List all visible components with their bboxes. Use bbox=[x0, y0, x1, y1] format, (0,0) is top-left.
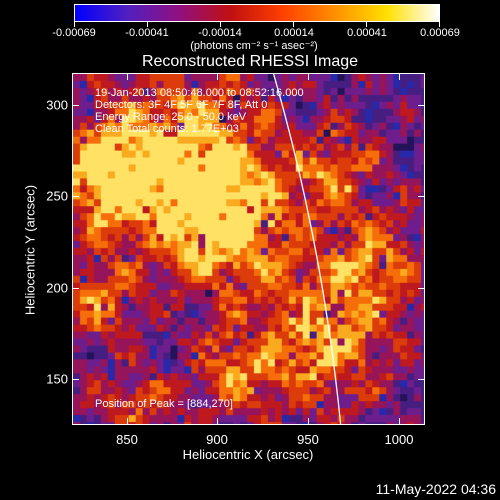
colorbar-ticks bbox=[74, 22, 440, 28]
tick-mark bbox=[418, 196, 425, 197]
tick-mark bbox=[72, 105, 79, 106]
x-tick-label: 1000 bbox=[384, 432, 414, 447]
tick-mark bbox=[127, 73, 128, 80]
tick-mark bbox=[399, 73, 400, 80]
image-title: Reconstructed RHESSI Image bbox=[141, 53, 359, 70]
time-range-text: 19-Jan-2013 08:50:48.000 to 08:52:16.000 bbox=[95, 87, 304, 99]
tick-mark bbox=[308, 418, 309, 425]
y-tick-label: 150 bbox=[46, 371, 68, 387]
tick-mark bbox=[127, 418, 128, 425]
y-tick-label: 250 bbox=[46, 188, 68, 204]
tick-mark bbox=[399, 418, 400, 425]
image-plot-frame: 19-Jan-2013 08:50:48.000 to 08:52:16.000… bbox=[72, 73, 425, 425]
x-tick-label: 850 bbox=[116, 432, 138, 447]
colorbar-tick-mark bbox=[293, 22, 294, 27]
y-axis-label: Heliocentric Y (arcsec) bbox=[22, 184, 38, 316]
x-tick-label: 900 bbox=[206, 432, 228, 447]
tick-mark bbox=[418, 105, 425, 106]
colorbar-label: -0.00041 bbox=[125, 27, 169, 39]
colorbar-tick-mark bbox=[439, 22, 440, 27]
tick-mark bbox=[418, 288, 425, 289]
datestamp: 11-May-2022 04:36 bbox=[375, 481, 496, 497]
x-axis-label: Heliocentric X (arcsec) bbox=[182, 447, 314, 462]
colorbar-unit: (photons cm⁻² s⁻¹ asec⁻²) bbox=[190, 40, 318, 52]
tick-mark bbox=[72, 379, 79, 380]
detectors-text: Detectors: 3F 4F 5F 6F 7F 8F, Att 0 bbox=[95, 99, 268, 111]
colorbar-tick-mark bbox=[220, 22, 221, 27]
y-tick-label: 200 bbox=[46, 280, 68, 296]
y-tick-label: 300 bbox=[46, 97, 68, 113]
clean-counts-text: Clean Total counts: 1.77E+03 bbox=[95, 123, 239, 135]
colorbar-tick-mark bbox=[366, 22, 367, 27]
tick-mark bbox=[72, 196, 79, 197]
x-tick-label: 950 bbox=[297, 432, 319, 447]
colorbar-label: -0.00014 bbox=[198, 27, 242, 39]
tick-mark bbox=[308, 73, 309, 80]
peak-position-text: Position of Peak = [884,270] bbox=[95, 398, 233, 410]
colorbar-tick-mark bbox=[74, 22, 75, 27]
colorbar bbox=[74, 4, 440, 22]
rhessi-image-map bbox=[73, 74, 424, 424]
tick-mark bbox=[72, 288, 79, 289]
tick-mark bbox=[217, 418, 218, 425]
colorbar-label: 0.00041 bbox=[347, 27, 387, 39]
solar-limb-line bbox=[272, 74, 342, 424]
colorbar-label: 0.00014 bbox=[274, 27, 314, 39]
energy-range-text: Energy Range: 25.0 - 50.0 keV bbox=[95, 111, 247, 123]
colorbar-tick-mark bbox=[147, 22, 148, 27]
tick-mark bbox=[217, 73, 218, 80]
tick-mark bbox=[418, 379, 425, 380]
colorbar-label: 0.00069 bbox=[420, 27, 460, 39]
colorbar-label: -0.00069 bbox=[52, 27, 96, 39]
